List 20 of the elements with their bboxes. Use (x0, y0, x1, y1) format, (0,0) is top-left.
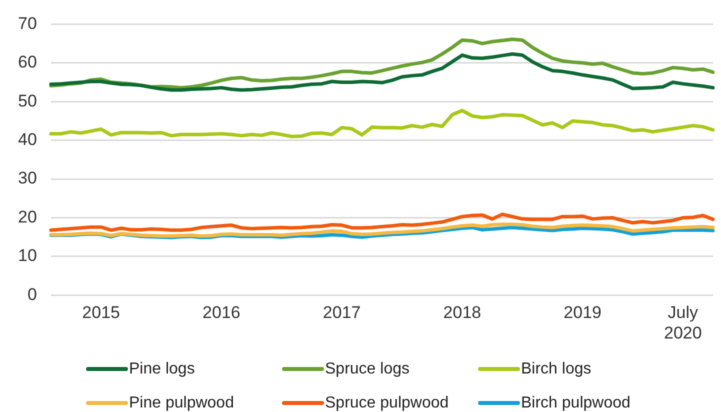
x-tick-label: 2016 (202, 303, 240, 322)
legend-label: Spruce pulpwood (325, 394, 449, 412)
y-tick-label: 20 (18, 207, 37, 226)
legend-label: Birch pulpwood (521, 394, 630, 412)
y-tick-label: 70 (18, 14, 37, 33)
y-tick-label: 50 (18, 91, 37, 110)
x-tick-label: 2015 (82, 303, 120, 322)
legend-label: Pine logs (129, 360, 195, 378)
x-tick-label: July 2020 (664, 303, 702, 342)
x-tick-label: 2017 (322, 303, 361, 322)
y-tick-label: 30 (18, 168, 37, 188)
legend-label: Spruce logs (325, 360, 410, 378)
y-tick-label: 40 (18, 130, 37, 150)
y-tick-label: 60 (18, 52, 37, 72)
y-tick-label: 0 (27, 284, 37, 304)
legend-label: Pine pulpwood (129, 394, 234, 412)
x-tick-label: 2019 (564, 303, 602, 322)
legend-label: Birch logs (521, 360, 592, 378)
y-tick-label: 10 (18, 246, 37, 266)
x-tick-label: 2018 (443, 303, 482, 322)
